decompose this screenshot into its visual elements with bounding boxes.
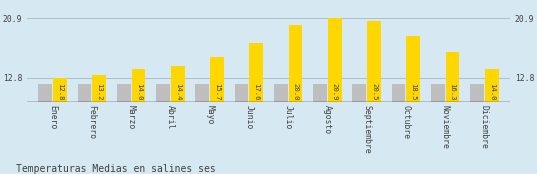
Text: 14.0: 14.0	[136, 83, 142, 100]
Text: 15.7: 15.7	[214, 83, 220, 100]
Bar	[313, 84, 327, 102]
Text: 14.4: 14.4	[175, 83, 181, 100]
Bar	[289, 25, 302, 102]
Bar	[156, 84, 170, 102]
Bar	[367, 21, 381, 102]
Text: 20.0: 20.0	[293, 83, 299, 100]
Bar	[485, 69, 499, 102]
Bar	[132, 69, 146, 102]
Bar	[431, 84, 445, 102]
Text: Temperaturas Medias en salines ses: Temperaturas Medias en salines ses	[16, 164, 216, 174]
Bar	[407, 36, 420, 102]
Bar	[352, 84, 366, 102]
Bar	[210, 57, 224, 102]
Text: 17.6: 17.6	[253, 83, 259, 100]
Bar	[171, 66, 185, 102]
Bar	[92, 75, 106, 102]
Text: 20.5: 20.5	[371, 83, 377, 100]
Text: 12.8: 12.8	[57, 83, 63, 100]
Text: 16.3: 16.3	[449, 83, 455, 100]
Bar	[117, 84, 130, 102]
Text: 18.5: 18.5	[410, 83, 416, 100]
Bar	[274, 84, 287, 102]
Text: 14.0: 14.0	[489, 83, 495, 100]
Bar	[77, 84, 91, 102]
Bar	[391, 84, 405, 102]
Text: 13.2: 13.2	[96, 83, 103, 100]
Bar	[250, 43, 263, 102]
Text: 20.9: 20.9	[332, 83, 338, 100]
Bar	[446, 52, 460, 102]
Bar	[328, 18, 342, 102]
Bar	[470, 84, 484, 102]
Bar	[195, 84, 209, 102]
Bar	[53, 78, 67, 102]
Bar	[38, 84, 52, 102]
Bar	[235, 84, 248, 102]
